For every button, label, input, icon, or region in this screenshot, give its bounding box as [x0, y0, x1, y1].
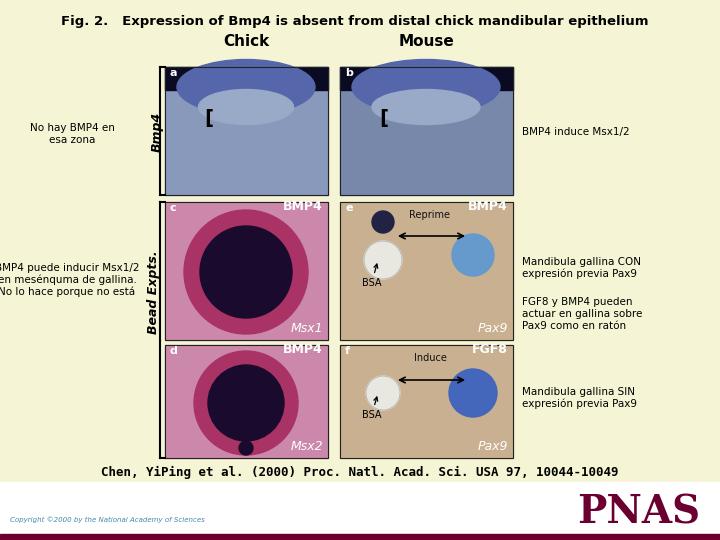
Text: Chick: Chick — [223, 35, 269, 50]
Circle shape — [449, 369, 497, 417]
Text: BSA: BSA — [362, 264, 382, 288]
Text: No lo hace porque no está: No lo hace porque no está — [0, 287, 135, 297]
Text: Pax9 como en ratón: Pax9 como en ratón — [522, 321, 626, 331]
Text: Mandibula gallina SIN: Mandibula gallina SIN — [522, 387, 635, 397]
Text: Msx2: Msx2 — [290, 440, 323, 453]
Bar — [165, 67, 328, 90]
Text: Chen, YiPing et al. (2000) Proc. Natl. Acad. Sci. USA 97, 10044-10049: Chen, YiPing et al. (2000) Proc. Natl. A… — [102, 465, 618, 478]
Circle shape — [184, 210, 308, 334]
Ellipse shape — [199, 90, 294, 125]
Circle shape — [194, 351, 298, 455]
Text: Pax9: Pax9 — [477, 440, 508, 453]
Text: f: f — [345, 346, 350, 356]
Bar — [165, 345, 328, 458]
Bar — [165, 67, 328, 195]
Text: BMP4: BMP4 — [283, 343, 323, 356]
Text: Copyright ©2000 by the National Academy of Sciences: Copyright ©2000 by the National Academy … — [10, 517, 204, 523]
Bar — [0, 482, 720, 540]
Ellipse shape — [177, 59, 315, 114]
Text: expresión previa Pax9: expresión previa Pax9 — [522, 269, 637, 279]
Bar — [165, 345, 328, 458]
Bar — [340, 345, 513, 458]
Text: BMP4: BMP4 — [283, 200, 323, 213]
Bar — [0, 534, 720, 540]
Text: d: d — [170, 346, 178, 356]
Bar — [340, 345, 513, 458]
Text: Pax9: Pax9 — [477, 322, 508, 335]
Text: Induce: Induce — [413, 353, 446, 363]
Text: e: e — [345, 203, 353, 213]
Text: Reprime: Reprime — [410, 210, 451, 220]
Text: a: a — [170, 68, 178, 78]
Text: No hay BMP4 en: No hay BMP4 en — [30, 123, 114, 133]
Text: Fig. 2.   Expression of Bmp4 is absent from distal chick mandibular epithelium: Fig. 2. Expression of Bmp4 is absent fro… — [61, 16, 649, 29]
Circle shape — [200, 226, 292, 318]
Text: PNAS: PNAS — [577, 493, 700, 531]
Circle shape — [208, 365, 284, 441]
Circle shape — [452, 234, 494, 276]
Circle shape — [364, 241, 402, 279]
Text: expresión previa Pax9: expresión previa Pax9 — [522, 399, 637, 409]
Text: BMP4 puede inducir Msx1/2: BMP4 puede inducir Msx1/2 — [0, 263, 139, 273]
Bar — [165, 67, 328, 195]
Bar — [340, 202, 513, 340]
Text: BSA: BSA — [362, 397, 382, 420]
Text: ]: ] — [378, 106, 387, 125]
Bar — [165, 202, 328, 340]
Text: esa zona: esa zona — [49, 135, 95, 145]
Text: Bmp4: Bmp4 — [150, 112, 163, 152]
Text: ]: ] — [203, 106, 212, 125]
Text: actuar en gallina sobre: actuar en gallina sobre — [522, 309, 642, 319]
Text: FGF8: FGF8 — [472, 343, 508, 356]
Text: Mandibula gallina CON: Mandibula gallina CON — [522, 257, 641, 267]
Text: FGF8 y BMP4 pueden: FGF8 y BMP4 pueden — [522, 297, 632, 307]
Bar — [340, 67, 513, 195]
Circle shape — [239, 441, 253, 455]
Text: BMP4 induce Msx1/2: BMP4 induce Msx1/2 — [522, 127, 629, 137]
Text: c: c — [170, 203, 176, 213]
Text: BMP4: BMP4 — [468, 200, 508, 213]
Bar — [165, 202, 328, 340]
Circle shape — [372, 211, 394, 233]
Text: Mouse: Mouse — [399, 35, 454, 50]
Circle shape — [366, 376, 400, 410]
Bar — [340, 67, 513, 90]
Text: Msx1: Msx1 — [290, 322, 323, 335]
Bar — [340, 67, 513, 195]
Bar — [340, 202, 513, 340]
Ellipse shape — [352, 59, 500, 114]
Text: Bead Expts.: Bead Expts. — [148, 250, 161, 334]
Ellipse shape — [372, 90, 480, 125]
Text: en mesénquma de gallina.: en mesénquma de gallina. — [0, 275, 136, 285]
Text: b: b — [345, 68, 353, 78]
